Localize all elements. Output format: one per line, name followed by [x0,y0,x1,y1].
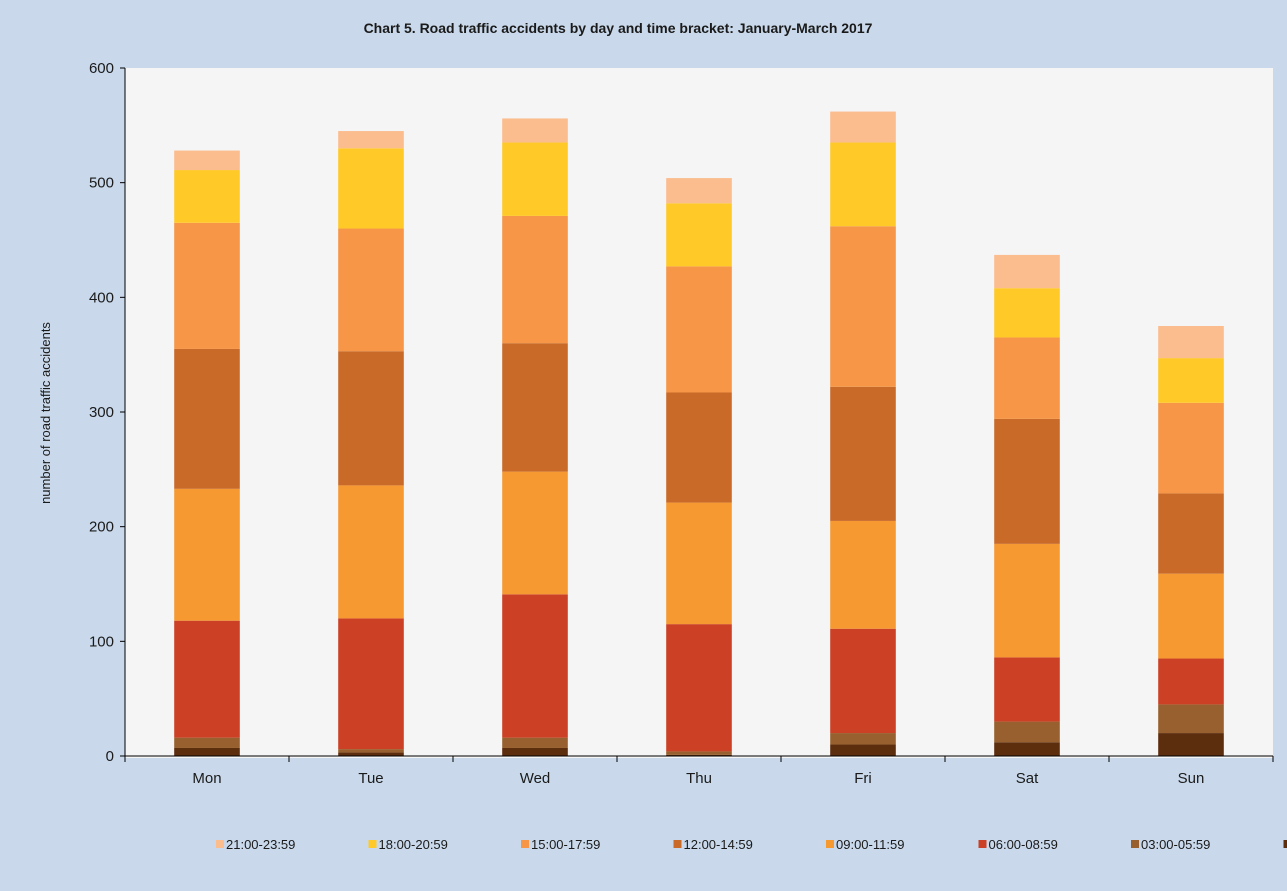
bar-segment [994,337,1060,419]
bar-segment [502,215,568,344]
legend-label: 06:00-08:59 [989,837,1058,852]
legend-swatch [978,840,987,848]
bar-segment [1158,733,1224,756]
bar-segment [830,628,896,734]
bar-segment [502,594,568,738]
bar-segment [174,488,240,621]
x-tick-label: Sun [1178,770,1205,787]
legend-label: 12:00-14:59 [684,837,753,852]
bar-segment [338,618,404,750]
bar-segment [338,131,404,149]
bar-segment [502,142,568,216]
bar-segment [994,254,1060,289]
y-tick-label: 0 [106,748,114,765]
bar-segment [666,392,732,503]
legend-swatch [216,840,224,848]
legend-swatch [521,840,529,848]
legend: 21:00-23:59 18:00-20:59 15:00-17:59 12:00-1… [216,837,1287,852]
bar-segment [994,543,1060,658]
legend-swatch [1283,840,1287,848]
bar-segment [338,148,404,229]
bar-segment [830,111,896,143]
bar-segment [666,502,732,625]
bar-segment [830,744,896,756]
x-tick-label: Fri [854,770,872,787]
legend-swatch [673,840,682,848]
bar-segment [994,742,1060,756]
bar-segment [666,203,732,267]
bar-segment [174,222,240,349]
bar-segment [830,142,896,227]
bar-segment [994,418,1060,544]
bar-segment [830,520,896,629]
chart-title: Chart 5. Road traffic accidents by day a… [364,20,873,36]
y-tick-label: 300 [89,404,114,421]
bar-segment [666,624,732,752]
y-tick-label: 600 [89,60,114,77]
bar-segment [338,485,404,619]
bar-segment [994,721,1060,743]
x-tick-label: Thu [686,770,712,787]
legend-label: 09:00-11:59 [836,837,904,852]
bar-segment [338,752,404,756]
legend-swatch [1131,840,1139,848]
bar-segment [174,170,240,223]
bar-segment [338,228,404,352]
bar-segment [338,351,404,486]
x-tick-label: Mon [192,770,221,787]
legend-swatch [826,840,834,848]
bar-segment [174,348,240,489]
legend-label: 03:00-05:59 [1141,837,1210,852]
bar-segment [502,747,568,756]
legend-label: 15:00-17:59 [531,837,600,852]
bars-group [174,111,1224,756]
bar-segment [174,150,240,171]
legend-label: 18:00-20:59 [379,837,448,852]
bar-segment [830,733,896,745]
bar-segment [1158,358,1224,403]
bar-segment [502,737,568,748]
bar-segment [1158,658,1224,705]
bar-segment [502,471,568,595]
bar-segment [1158,493,1224,574]
bar-segment [994,288,1060,338]
legend-label: 21:00-23:59 [226,837,295,852]
legend-swatch [368,840,377,848]
bar-segment [502,118,568,143]
bar-segment [666,178,732,204]
bar-segment [1158,326,1224,359]
bar-segment [830,226,896,387]
bar-segment [994,657,1060,722]
bar-segment [174,747,240,756]
bar-segment [1158,573,1224,659]
y-tick-label: 400 [89,289,114,306]
bar-segment [174,620,240,738]
y-tick-label: 500 [89,175,114,192]
bar-segment [1158,704,1224,734]
y-axis-label: number of road traffic accidents [38,322,53,504]
x-tick-label: Tue [358,770,383,787]
bar-segment [666,751,732,755]
bar-segment [174,737,240,748]
bar-segment [830,386,896,521]
y-tick-label: 100 [89,633,114,650]
y-tick-label: 200 [89,519,114,536]
bar-segment [502,343,568,472]
x-tick-label: Wed [520,770,551,787]
bar-segment [666,754,732,756]
x-tick-label: Sat [1016,770,1039,787]
bar-segment [338,749,404,753]
bar-segment [1158,402,1224,494]
axes-group: 0 100 200 300 400 500 600 Mon Tue Wed Thu Fri Sat Sun [89,60,1274,787]
bar-segment [666,266,732,393]
